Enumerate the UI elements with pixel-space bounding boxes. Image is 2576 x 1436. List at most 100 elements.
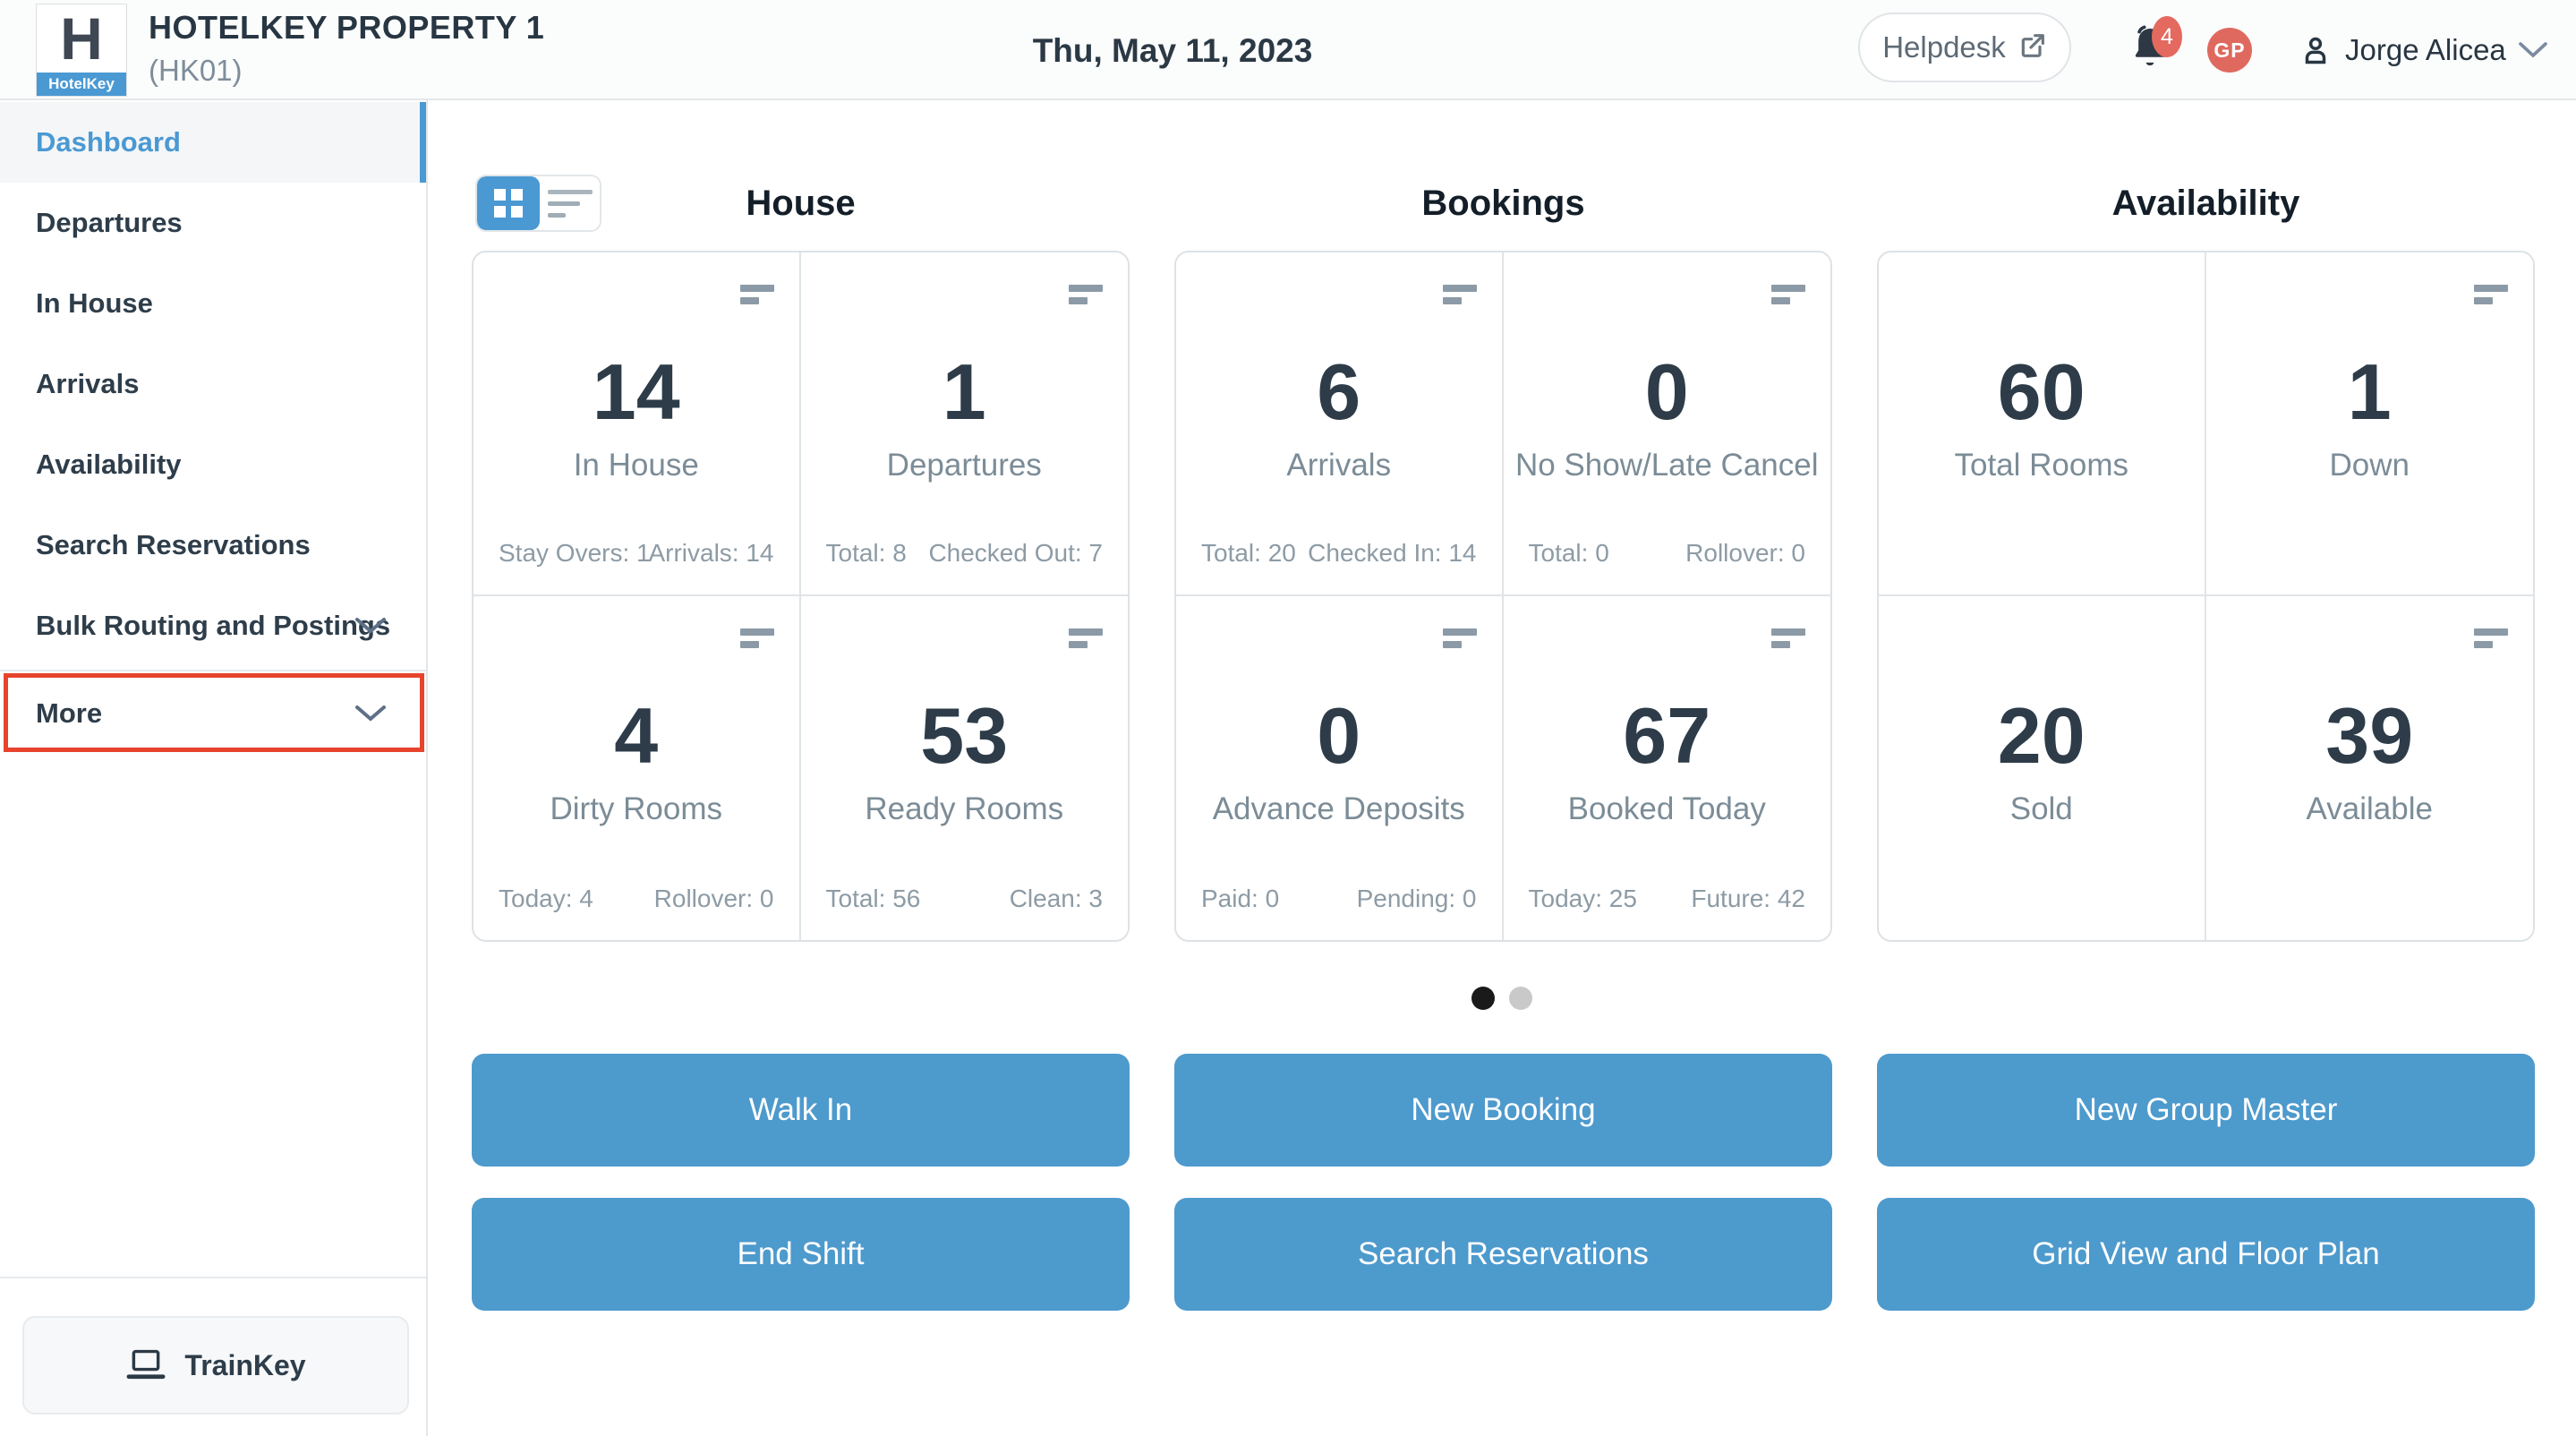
card-label: Available: [2306, 791, 2433, 826]
notifications-button[interactable]: 4: [2125, 16, 2205, 91]
carousel-dot-active[interactable]: [1471, 987, 1495, 1010]
availability-card-grid: 60 Total Rooms 1 Down 20 Sold 39 Availab…: [1877, 251, 2535, 942]
card-available[interactable]: 39 Available: [2205, 596, 2533, 940]
card-value: 39: [2325, 691, 2414, 780]
trainkey-label: TrainKey: [184, 1348, 306, 1381]
card-down[interactable]: 1 Down: [2205, 252, 2533, 596]
avatar[interactable]: GP: [2207, 28, 2252, 73]
card-value: 20: [1997, 691, 2086, 780]
logo-brand-strip: HotelKey: [37, 73, 126, 96]
sidebar-item-label: Dashboard: [36, 126, 181, 158]
sidebar-item-bulk-routing[interactable]: Bulk Routing and Postings: [0, 586, 426, 666]
card-departures[interactable]: 1 Departures Total: 8 Checked Out: 7: [800, 252, 1128, 596]
card-value: 0: [1644, 347, 1689, 436]
end-shift-button[interactable]: End Shift: [472, 1198, 1130, 1311]
card-footnote: Rollover: 0: [1685, 539, 1805, 567]
card-menu-icon[interactable]: [1442, 628, 1477, 648]
card-arrivals[interactable]: 6 Arrivals Total: 20 Checked In: 14: [1176, 252, 1504, 596]
sidebar-item-label: Arrivals: [36, 368, 140, 399]
card-label: Total Rooms: [1954, 448, 2129, 483]
sidebar-item-availability[interactable]: Availability: [0, 424, 426, 505]
card-value: 14: [592, 347, 680, 436]
sidebar-nav: Dashboard Departures In House Arrivals A…: [0, 100, 428, 1436]
external-link-icon: [2018, 31, 2047, 64]
card-label: Down: [2329, 448, 2410, 483]
grid-icon: [494, 189, 523, 218]
sidebar-item-search-reservations[interactable]: Search Reservations: [0, 505, 426, 586]
card-label: Sold: [2009, 791, 2073, 826]
card-label: Advance Deposits: [1212, 791, 1465, 826]
new-group-master-button[interactable]: New Group Master: [1877, 1054, 2535, 1167]
business-date: Thu, May 11, 2023: [1032, 32, 1313, 69]
sidebar-item-label: Search Reservations: [36, 529, 311, 560]
house-card-grid: 14 In House Stay Overs: 1 Arrivals: 14 1…: [472, 251, 1130, 942]
list-view-button[interactable]: [540, 176, 600, 230]
card-menu-icon[interactable]: [739, 628, 774, 648]
card-footnote: Paid: 0: [1201, 885, 1280, 912]
card-no-show-late-cancel[interactable]: 0 No Show/Late Cancel Total: 0 Rollover:…: [1503, 252, 1830, 596]
chevron-down-icon: [2518, 42, 2547, 58]
card-value: 53: [920, 691, 1009, 780]
sidebar-item-dashboard[interactable]: Dashboard: [0, 102, 426, 183]
sidebar-item-label: Departures: [36, 207, 183, 238]
walk-in-button[interactable]: Walk In: [472, 1054, 1130, 1167]
helpdesk-button[interactable]: Helpdesk: [1858, 13, 2071, 82]
card-advance-deposits[interactable]: 0 Advance Deposits Paid: 0 Pending: 0: [1176, 596, 1504, 940]
trainkey-button[interactable]: TrainKey: [22, 1316, 409, 1415]
card-sold[interactable]: 20 Sold: [1879, 596, 2206, 940]
card-value: 4: [614, 691, 659, 780]
card-value: 60: [1997, 347, 2086, 436]
user-menu[interactable]: Jorge Alicea: [2299, 27, 2547, 73]
carousel-dot[interactable]: [1509, 987, 1532, 1010]
sidebar-divider: [0, 670, 426, 671]
property-code: (HK01): [149, 54, 243, 87]
sidebar-divider: [0, 1277, 426, 1278]
card-value: 1: [942, 347, 986, 436]
chevron-down-icon: [355, 705, 386, 722]
card-menu-icon[interactable]: [2474, 628, 2508, 648]
laptop-icon: [126, 1349, 166, 1380]
sidebar-item-arrivals[interactable]: Arrivals: [0, 344, 426, 424]
card-in-house[interactable]: 14 In House Stay Overs: 1 Arrivals: 14: [473, 252, 801, 596]
card-dirty-rooms[interactable]: 4 Dirty Rooms Today: 4 Rollover: 0: [473, 596, 801, 940]
card-footnote: Today: 25: [1528, 885, 1637, 912]
search-reservations-button[interactable]: Search Reservations: [1174, 1198, 1832, 1311]
card-footnote: Rollover: 0: [653, 885, 774, 912]
card-menu-icon[interactable]: [1069, 628, 1103, 648]
card-menu-icon[interactable]: [1442, 285, 1477, 304]
card-label: Arrivals: [1286, 448, 1392, 483]
bookings-card-grid: 6 Arrivals Total: 20 Checked In: 14 0 No…: [1174, 251, 1832, 942]
sidebar-item-label: Bulk Routing and Postings: [36, 610, 391, 641]
card-label: Ready Rooms: [865, 791, 1064, 826]
property-title-block: HOTELKEY PROPERTY 1 (HK01): [149, 9, 544, 88]
logo-letter: H: [60, 5, 103, 72]
new-booking-button[interactable]: New Booking: [1174, 1054, 1832, 1167]
sidebar-item-more[interactable]: More: [0, 673, 426, 754]
card-menu-icon[interactable]: [2474, 285, 2508, 304]
card-ready-rooms[interactable]: 53 Ready Rooms Total: 56 Clean: 3: [800, 596, 1128, 940]
property-name: HOTELKEY PROPERTY 1: [149, 9, 545, 46]
grid-view-button[interactable]: [477, 176, 540, 230]
sidebar-item-label: In House: [36, 287, 153, 319]
card-menu-icon[interactable]: [1771, 285, 1805, 304]
carousel-dots: [428, 987, 2576, 1010]
helpdesk-label: Helpdesk: [1882, 30, 2006, 64]
card-value: 1: [2347, 347, 2392, 436]
card-menu-icon[interactable]: [739, 285, 774, 304]
sidebar-item-in-house[interactable]: In House: [0, 263, 426, 344]
chevron-down-icon: [355, 618, 386, 634]
grid-view-floor-plan-button[interactable]: Grid View and Floor Plan: [1877, 1198, 2535, 1311]
list-icon: [547, 183, 593, 225]
card-booked-today[interactable]: 67 Booked Today Today: 25 Future: 42: [1503, 596, 1830, 940]
hotelkey-logo[interactable]: H HotelKey: [36, 4, 127, 97]
user-name: Jorge Alicea: [2345, 33, 2506, 66]
card-menu-icon[interactable]: [1069, 285, 1103, 304]
card-menu-icon[interactable]: [1771, 628, 1805, 648]
card-footnote: Total: 56: [825, 885, 921, 912]
card-footnote: Pending: 0: [1356, 885, 1477, 912]
section-title-bookings: Bookings: [1421, 184, 1585, 223]
card-value: 0: [1317, 691, 1361, 780]
card-total-rooms[interactable]: 60 Total Rooms: [1879, 252, 2206, 596]
sidebar-item-departures[interactable]: Departures: [0, 183, 426, 263]
